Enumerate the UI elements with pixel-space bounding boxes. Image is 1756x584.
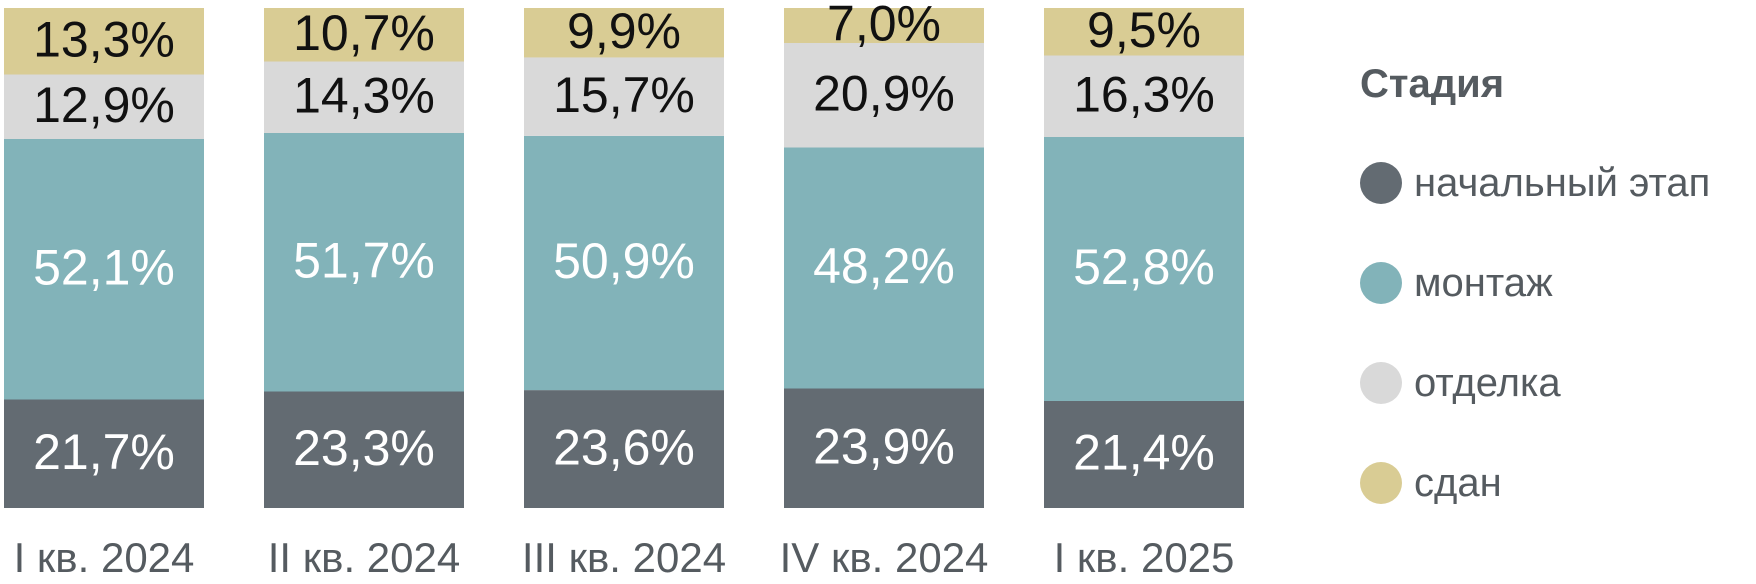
- bar-segment-delivered: [1044, 8, 1244, 56]
- legend-item-delivered: сдан: [1360, 433, 1710, 533]
- data-label-finishing: 14,3%: [293, 67, 435, 123]
- category-label: I кв. 2025: [1054, 534, 1235, 581]
- legend-label-finishing: отделка: [1414, 360, 1561, 405]
- legend-label-initial-stage: начальный этап: [1414, 160, 1711, 205]
- data-label-finishing: 15,7%: [553, 67, 695, 123]
- legend-label-assembly: монтаж: [1414, 260, 1553, 305]
- legend-swatch-finishing: [1360, 362, 1402, 404]
- legend-swatch-assembly: [1360, 262, 1402, 304]
- bar-segment-assembly: [4, 139, 204, 400]
- data-label-initial-stage: 21,7%: [33, 424, 175, 480]
- bar-segment-initial-stage: [1044, 401, 1244, 508]
- data-label-delivered: 9,5%: [1087, 2, 1201, 58]
- bar-segment-initial-stage: [784, 388, 984, 508]
- bar-segment-assembly: [784, 147, 984, 389]
- bar-segment-delivered: [264, 8, 464, 62]
- category-label: III кв. 2024: [522, 534, 726, 581]
- data-label-initial-stage: 23,3%: [293, 420, 435, 476]
- bar-segment-assembly: [264, 133, 464, 392]
- data-label-assembly: 52,1%: [33, 239, 175, 295]
- data-label-delivered: 10,7%: [293, 5, 435, 61]
- bar-segment-initial-stage: [264, 391, 464, 508]
- bar-segment-delivered: [784, 8, 984, 43]
- data-label-finishing: 12,9%: [33, 77, 175, 133]
- bar-segment-finishing: [1044, 55, 1244, 137]
- bars-group: 21,7% 52,1% 12,9% 13,3% 23,3% 51,7% 14,3% 10,7%…: [4, 0, 1244, 508]
- legend-item-assembly: монтаж: [1360, 233, 1710, 333]
- bar-segment-delivered: [4, 8, 204, 75]
- category-label: I кв. 2024: [14, 534, 195, 581]
- legend-title: Стадия: [1360, 62, 1505, 106]
- data-label-finishing: 16,3%: [1073, 66, 1215, 122]
- bar-segment-finishing: [4, 74, 204, 139]
- category-labels: I кв. 2024 II кв. 2024 III кв. 2024 IV кв. …: [14, 534, 1235, 581]
- bar-segment-assembly: [1044, 137, 1244, 401]
- category-label: II кв. 2024: [268, 534, 460, 581]
- data-label-initial-stage: 21,4%: [1073, 425, 1215, 481]
- bar-segment-assembly: [524, 135, 724, 391]
- legend-label-delivered: сдан: [1414, 460, 1502, 505]
- data-label-delivered: 7,0%: [827, 0, 941, 52]
- legend-swatch-initial-stage: [1360, 162, 1402, 204]
- data-label-assembly: 52,8%: [1073, 239, 1215, 295]
- bar-segment-finishing: [524, 57, 724, 136]
- legend-item-finishing: отделка: [1360, 333, 1710, 433]
- data-label-delivered: 9,9%: [567, 3, 681, 59]
- data-label-assembly: 50,9%: [553, 233, 695, 289]
- legend-swatch-delivered: [1360, 462, 1402, 504]
- legend-item-initial-stage: начальный этап: [1360, 133, 1710, 233]
- data-label-delivered: 13,3%: [33, 11, 175, 67]
- data-label-assembly: 48,2%: [813, 238, 955, 294]
- bar-segment-initial-stage: [4, 399, 204, 508]
- bar-segment-initial-stage: [524, 390, 724, 508]
- bar-segment-finishing: [784, 43, 984, 148]
- category-label: IV кв. 2024: [780, 534, 989, 581]
- bar-segment-finishing: [264, 61, 464, 133]
- data-label-assembly: 51,7%: [293, 232, 435, 288]
- data-label-initial-stage: 23,9%: [813, 418, 955, 474]
- bar-segment-delivered: [524, 8, 724, 58]
- data-label-initial-stage: 23,6%: [553, 419, 695, 475]
- data-label-finishing: 20,9%: [813, 65, 955, 121]
- legend: Стадия начальный этап монтаж отделка сда…: [1360, 60, 1710, 533]
